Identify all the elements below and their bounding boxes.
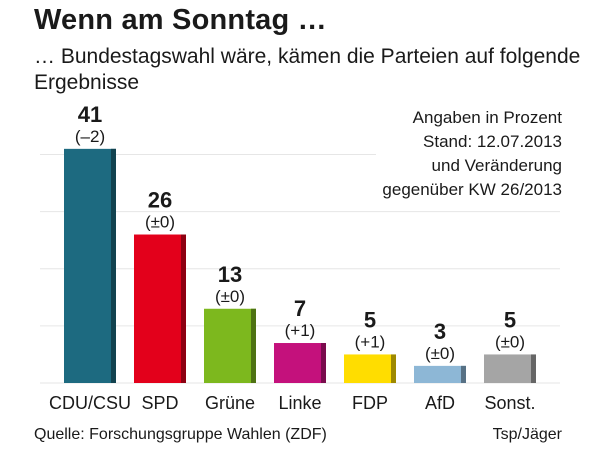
bar — [274, 343, 326, 383]
bars — [64, 148, 536, 383]
bar-edge — [531, 354, 536, 383]
credit-note: Tsp/Jäger — [492, 426, 562, 443]
source-note: Quelle: Forschungsgruppe Wahlen (ZDF) — [34, 426, 327, 443]
bar-change-label: (±0) — [425, 344, 455, 363]
bar-change-label: (–2) — [75, 127, 105, 146]
x-tick-label: CDU/CSU — [49, 393, 131, 413]
x-tick-label: Grüne — [205, 393, 255, 413]
bar — [344, 354, 396, 383]
x-tick-label: Linke — [278, 393, 321, 413]
chart-subtitle: … Bundestagswahl wäre, kämen die Parteie… — [34, 45, 581, 94]
bar — [134, 234, 186, 383]
bar — [204, 308, 256, 383]
bar-change-label: (±0) — [215, 287, 245, 306]
chart-title: Wenn am Sonntag … — [34, 4, 327, 36]
x-tick-label: FDP — [352, 393, 388, 413]
bar — [414, 365, 466, 383]
bar-edge — [321, 343, 326, 383]
bar-edge — [391, 354, 396, 383]
bar-change-label: (+1) — [285, 321, 316, 340]
bar-change-label: (±0) — [145, 213, 175, 232]
bar — [484, 354, 536, 383]
x-tick-label: Sonst. — [484, 393, 535, 413]
bar — [64, 148, 116, 383]
bar-labels: 41(–2)CDU/CSU26(±0)SPD13(±0)Grüne7(+1)Li… — [49, 102, 536, 413]
bar-value-label: 7 — [294, 296, 306, 321]
bar-value-label: 5 — [364, 307, 376, 332]
bar-edge — [251, 308, 256, 383]
bar-edge — [181, 234, 186, 383]
bar-value-label: 5 — [504, 307, 516, 332]
bar-value-label: 13 — [218, 262, 242, 287]
bar-change-label: (±0) — [495, 332, 525, 351]
x-tick-label: AfD — [425, 393, 455, 413]
bar-value-label: 41 — [78, 102, 102, 127]
bar-change-label: (+1) — [355, 332, 386, 351]
bar-value-label: 3 — [434, 319, 446, 344]
bar-value-label: 26 — [148, 188, 172, 213]
bar-edge — [111, 148, 116, 383]
chart-note: Angaben in Prozent Stand: 12.07.2013 und… — [376, 106, 562, 202]
x-tick-label: SPD — [141, 393, 178, 413]
bar-edge — [461, 365, 466, 383]
